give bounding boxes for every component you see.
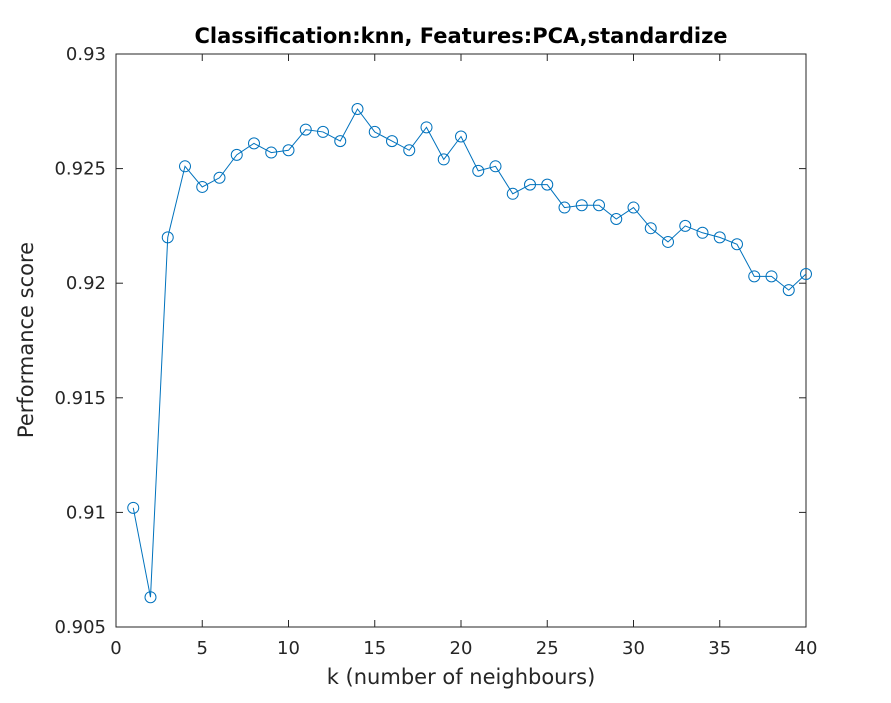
data-point bbox=[696, 226, 709, 239]
data-point bbox=[386, 135, 398, 148]
y-tick-label: 0.905 bbox=[54, 617, 106, 638]
data-point bbox=[524, 178, 536, 191]
y-tick-label: 0.92 bbox=[66, 273, 106, 294]
plot-area bbox=[115, 53, 807, 628]
data-point bbox=[610, 213, 623, 226]
data-point bbox=[213, 171, 226, 184]
data-point bbox=[161, 231, 174, 244]
data-point bbox=[627, 201, 640, 214]
data-point bbox=[196, 180, 209, 193]
data-point bbox=[731, 238, 743, 251]
data-point bbox=[472, 164, 485, 177]
series-line bbox=[132, 108, 807, 598]
data-point bbox=[455, 130, 467, 143]
tick-labels: 0 5 10 15 20 25 30 35 40 0.905 0.91 0.915 0.92 0.925 0… bbox=[54, 44, 817, 659]
axis-ticks bbox=[115, 53, 807, 628]
data-point bbox=[351, 103, 364, 116]
data-point bbox=[127, 501, 140, 514]
data-point bbox=[282, 144, 295, 157]
data-point bbox=[558, 201, 571, 214]
data-point bbox=[265, 146, 278, 159]
data-point bbox=[644, 222, 657, 235]
data-point bbox=[144, 591, 157, 604]
data-point bbox=[489, 160, 502, 173]
data-point bbox=[593, 199, 605, 212]
data-point bbox=[541, 178, 554, 191]
data-point bbox=[713, 231, 726, 244]
data-point bbox=[403, 144, 416, 157]
data-point bbox=[317, 125, 329, 138]
data-point bbox=[334, 135, 347, 148]
data-point bbox=[368, 125, 381, 138]
data-point bbox=[679, 219, 692, 232]
x-tick-label: 35 bbox=[708, 638, 731, 659]
data-point bbox=[575, 199, 588, 212]
data-point bbox=[662, 235, 674, 248]
x-tick-label: 20 bbox=[450, 638, 473, 659]
data-point bbox=[748, 270, 761, 283]
x-tick-label: 0 bbox=[110, 638, 121, 659]
chart-title: Classification:knn, Features:PCA,standar… bbox=[194, 24, 727, 48]
data-point bbox=[420, 121, 433, 134]
x-tick-label: 25 bbox=[536, 638, 559, 659]
series-markers bbox=[127, 103, 812, 604]
data-point bbox=[230, 148, 243, 161]
data-point bbox=[179, 160, 191, 173]
data-point bbox=[800, 268, 812, 281]
x-tick-label: 10 bbox=[277, 638, 300, 659]
y-tick-label: 0.925 bbox=[54, 159, 106, 180]
y-axis-label: Performance score bbox=[14, 242, 38, 438]
data-point bbox=[765, 270, 778, 283]
data-point bbox=[782, 284, 795, 297]
data-point bbox=[299, 123, 312, 136]
x-tick-label: 5 bbox=[197, 638, 208, 659]
x-tick-label: 30 bbox=[622, 638, 645, 659]
data-point bbox=[437, 153, 450, 166]
x-tick-label: 40 bbox=[795, 638, 818, 659]
y-tick-label: 0.915 bbox=[54, 388, 106, 409]
x-tick-label: 15 bbox=[363, 638, 386, 659]
data-point bbox=[248, 137, 260, 150]
y-tick-label: 0.93 bbox=[66, 44, 106, 65]
y-tick-label: 0.91 bbox=[66, 502, 106, 523]
data-point bbox=[506, 187, 519, 200]
x-axis-label: k (number of neighbours) bbox=[327, 665, 596, 689]
